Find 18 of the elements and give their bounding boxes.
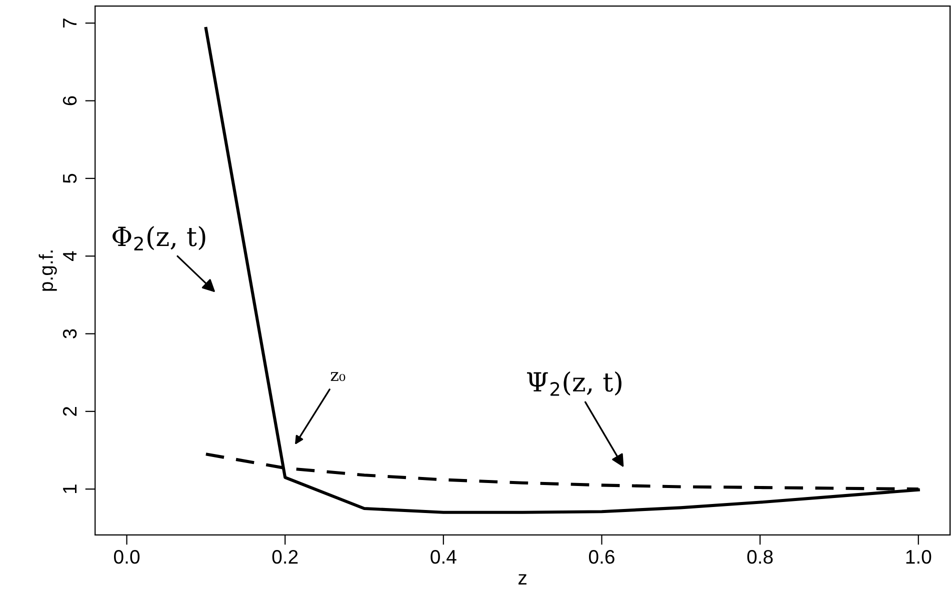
x-tick-label: 1.0: [906, 550, 932, 564]
y-tick-label: 7: [63, 18, 76, 28]
annotation: Φ$_{2}$(z, t): [112, 226, 206, 250]
annotation: Ψ$_{2}$(z, t): [527, 371, 622, 396]
x-tick-label: 0.4: [430, 550, 456, 564]
x-axis-title: z: [518, 574, 526, 584]
y-tick-label: 3: [62, 329, 77, 338]
x-tick-label: 0.8: [747, 550, 773, 564]
y-tick-label: 2: [62, 406, 76, 416]
y-tick-label: 1: [63, 484, 76, 493]
y-axis-title: p.g.f.: [38, 250, 57, 291]
x-tick-label: 0.0: [114, 550, 140, 564]
x-tick-label: 0.2: [272, 550, 298, 564]
x-tick-label: 0.6: [588, 550, 614, 564]
y-tick-label: 4: [63, 251, 76, 262]
y-tick-label: 5: [63, 174, 77, 184]
y-tick-label: 6: [62, 96, 77, 106]
annotation: z₀: [330, 372, 346, 382]
